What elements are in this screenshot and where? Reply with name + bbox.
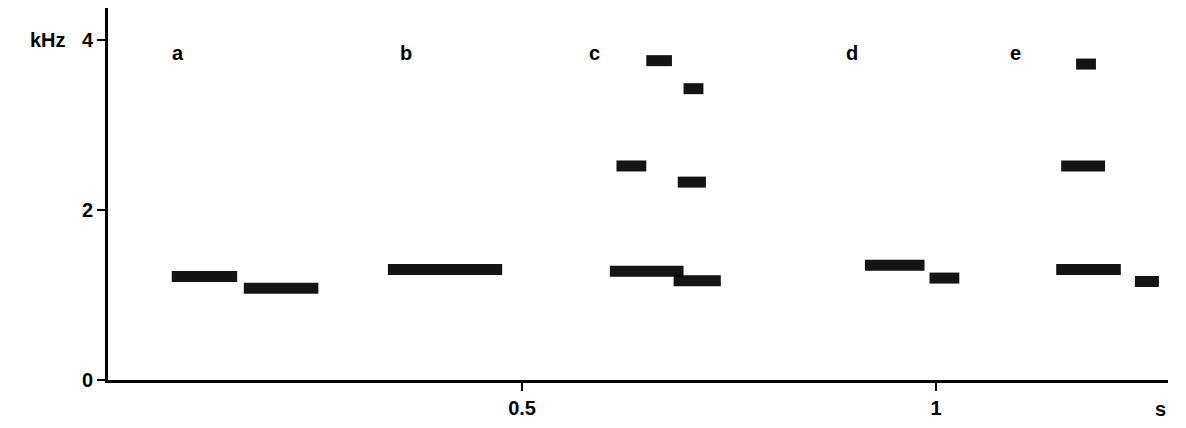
svg-text:b: b — [400, 42, 412, 64]
svg-text:e: e — [1010, 42, 1021, 64]
svg-text:kHz: kHz — [30, 29, 66, 51]
svg-text:c: c — [589, 42, 600, 64]
svg-text:s: s — [1155, 398, 1166, 420]
svg-text:2: 2 — [82, 199, 93, 221]
svg-text:4: 4 — [82, 29, 94, 51]
svg-text:a: a — [172, 42, 184, 64]
svg-text:1: 1 — [931, 397, 942, 419]
svg-text:d: d — [846, 42, 858, 64]
svg-text:0.5: 0.5 — [508, 397, 536, 419]
svg-text:0: 0 — [82, 369, 93, 391]
